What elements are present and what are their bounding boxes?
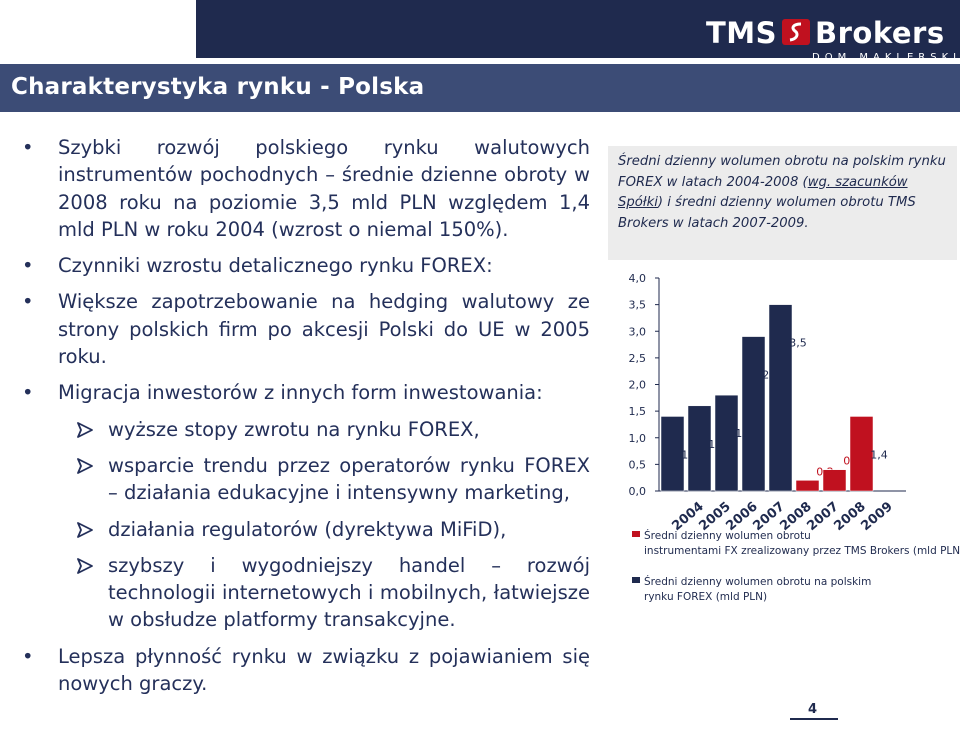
- y-tick-label: 0,5: [629, 458, 647, 471]
- y-tick-label: 3,5: [629, 299, 647, 312]
- chart-caption-box: [608, 146, 957, 260]
- data-label: 1,4: [870, 448, 888, 461]
- slide-title: Charakterystyka rynku - Polska: [11, 74, 425, 100]
- bar-tms: [849, 416, 874, 492]
- sub-bullet-text: wyższe stopy zwrotu na rynku FOREX,: [108, 417, 480, 441]
- sub-bullet-item: wyższe stopy zwrotu na rynku FOREX,: [22, 416, 590, 443]
- bar-market: [660, 416, 685, 492]
- legend-label: Średni dzienny wolumen obrotu instrumenta…: [644, 529, 960, 557]
- sub-bullet-list: wyższe stopy zwrotu na rynku FOREX, wspa…: [22, 416, 590, 634]
- sub-bullet-text: działania regulatorów (dyrektywa MiFiD),: [108, 517, 507, 541]
- bullet-text: Większe zapotrzebowanie na hedging walut…: [58, 290, 590, 369]
- bullet-text: Lepsza płynność rynku w związku z pojawi…: [58, 644, 590, 696]
- caption-text-end: ) i średni dzienny wolumen obrotu TMS Br…: [618, 195, 916, 231]
- y-tick-label: 1,5: [629, 405, 647, 418]
- bullet-item: • Czynniki wzrostu detalicznego rynku FOR…: [22, 252, 590, 279]
- bullet-dot-icon: •: [22, 290, 34, 314]
- y-tick-label: 1,0: [629, 432, 647, 445]
- bar-tms: [795, 480, 820, 492]
- bullet-text: Migracja inwestorów z innych form inwest…: [58, 381, 543, 405]
- y-tick-label: 0,0: [629, 485, 647, 498]
- arrow-bullet-icon: [77, 421, 93, 438]
- legend-swatch: [632, 577, 640, 583]
- bullet-text: Czynniki wzrostu detalicznego rynku FORE…: [58, 254, 493, 278]
- bar-market: [687, 405, 712, 492]
- bullet-dot-icon: •: [22, 644, 34, 668]
- logo-text: TMS Brokers: [706, 16, 945, 50]
- chart-caption: Średni dzienny wolumen obrotu na polskim…: [618, 152, 948, 234]
- arrow-bullet-icon: [77, 557, 93, 574]
- sub-bullet-item: działania regulatorów (dyrektywa MiFiD),: [22, 516, 590, 543]
- sub-bullet-text: wsparcie trendu przez operatorów rynku F…: [108, 453, 590, 505]
- bullet-content: • Szybki rozwój polskiego rynku walutowyc…: [22, 134, 590, 706]
- bar-market: [714, 394, 739, 492]
- caption-text: Średni dzienny wolumen obrotu na polskim…: [618, 154, 946, 190]
- y-tick-label: 3,0: [629, 325, 647, 338]
- bar-market: [768, 304, 793, 492]
- bullet-dot-icon: •: [22, 381, 34, 405]
- bullet-text: Szybki rozwój polskiego rynku walutowych…: [58, 136, 590, 241]
- legend-swatch: [632, 531, 640, 537]
- title-bar: Charakterystyka rynku - Polska: [0, 64, 960, 112]
- legend-label: Średni dzienny wolumen obrotu na polskim…: [644, 575, 871, 603]
- sub-bullet-item: wsparcie trendu przez operatorów rynku F…: [22, 452, 590, 507]
- y-tick-label: 4,0: [629, 272, 647, 285]
- bullet-item: • Większe zapotrzebowanie na hedging walu…: [22, 288, 590, 370]
- logo-subtitle: DOM MAKLERSKI: [812, 52, 960, 63]
- logo-word-tms: TMS: [706, 16, 778, 50]
- arrow-bullet-icon: [77, 458, 93, 474]
- tms-brokers-logo: TMS Brokers DOM MAKLERSKI: [706, 16, 956, 64]
- sub-bullet-item: szybszy i wygodniejszy handel – rozwój t…: [22, 552, 590, 634]
- logo-swoosh-icon: [782, 19, 811, 45]
- x-tick-label: 2009: [858, 499, 895, 534]
- logo-word-brokers: Brokers: [815, 16, 945, 50]
- bar-tms: [822, 469, 847, 492]
- y-tick-label: 2,5: [629, 352, 647, 365]
- caption-link[interactable]: wg. szacunków Spółki: [618, 174, 908, 211]
- bullet-dot-icon: •: [22, 254, 34, 278]
- data-label: 3,5: [789, 337, 807, 350]
- page-number-underline: [790, 718, 838, 720]
- y-tick-label: 2,0: [629, 379, 647, 392]
- bar-chart-svg: 4,03,53,02,52,01,51,00,50,01,420041,6200…: [629, 272, 960, 603]
- header-band: [196, 0, 960, 58]
- volume-chart: 4,03,53,02,52,01,51,00,50,01,420041,6200…: [608, 260, 960, 650]
- bullet-list: • Szybki rozwój polskiego rynku walutowyc…: [22, 134, 590, 697]
- bullet-dot-icon: •: [22, 136, 34, 159]
- page-number: 4: [808, 702, 818, 717]
- bar-market: [741, 336, 766, 492]
- arrow-bullet-icon: [77, 521, 93, 538]
- bullet-item: • Migracja inwestorów z innych form inwes…: [22, 379, 590, 633]
- bullet-item: • Lepsza płynność rynku w związku z pojaw…: [22, 643, 590, 698]
- bullet-item: • Szybki rozwój polskiego rynku walutowyc…: [22, 134, 590, 243]
- sub-bullet-text: szybszy i wygodniejszy handel – rozwój t…: [108, 553, 590, 632]
